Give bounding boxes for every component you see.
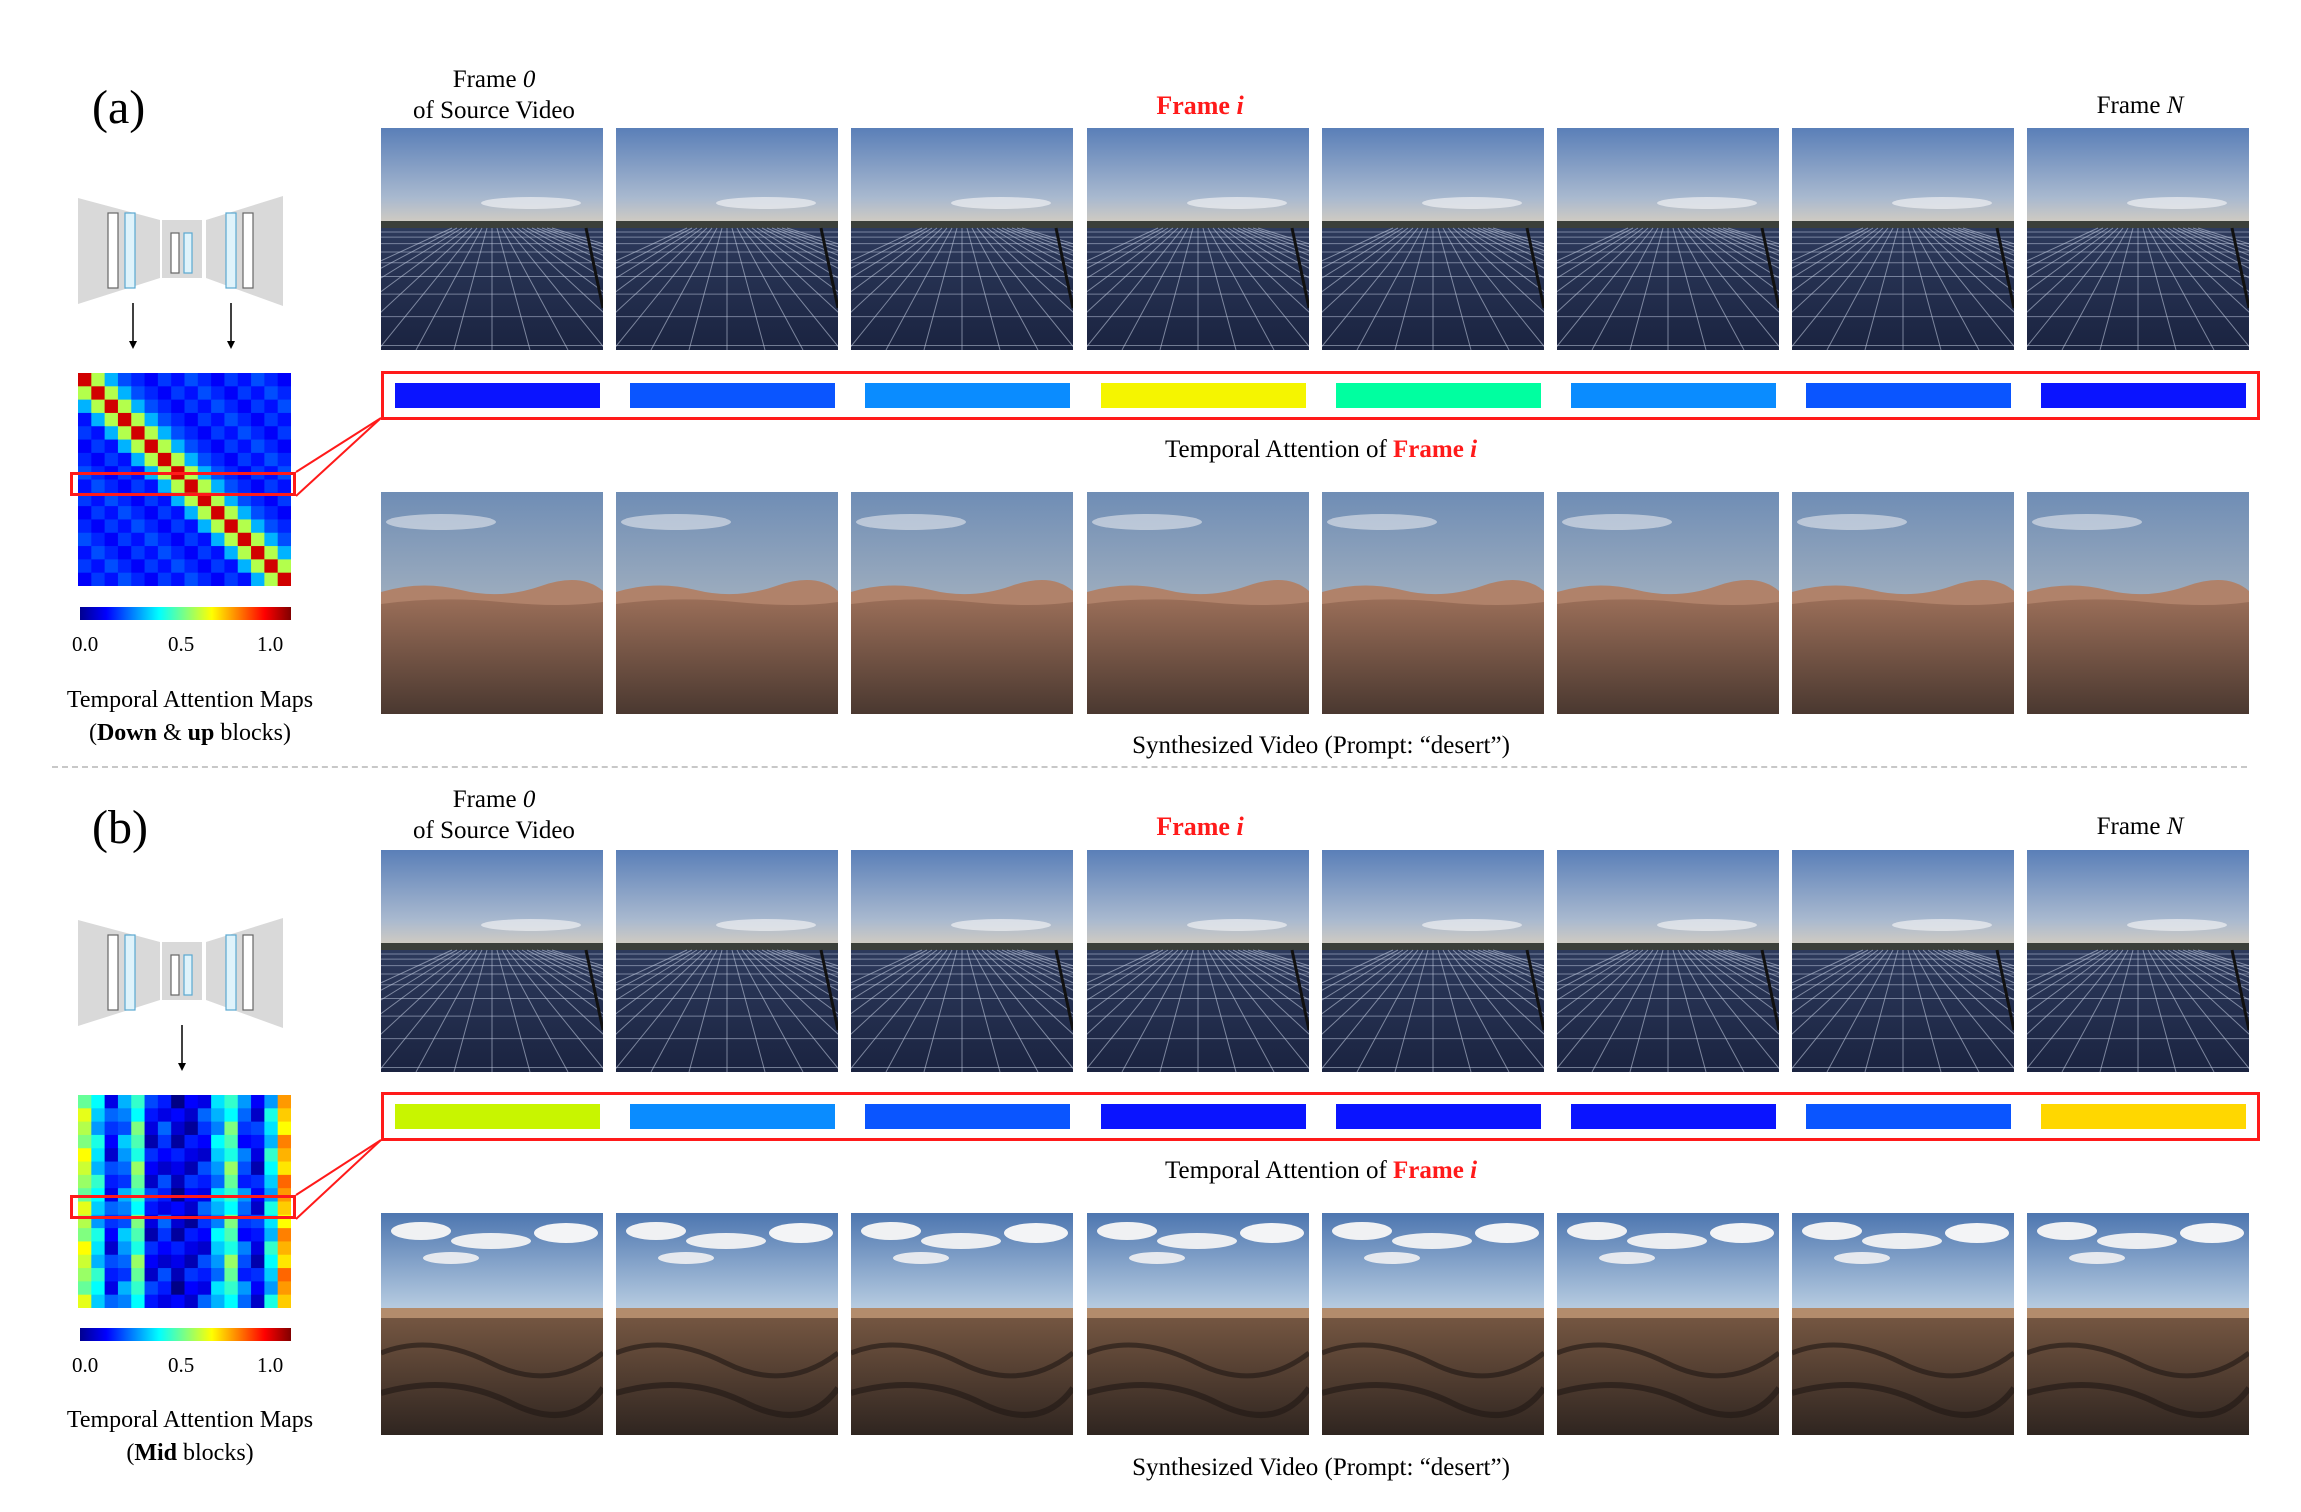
- panel-b-source-frame-3: [1086, 850, 1309, 1072]
- panel-a-synth-caption: Synthesized Video (Prompt: “desert”): [1132, 732, 1510, 759]
- panel-a-colorbar: [80, 607, 291, 620]
- panel-b-source-frame-2: [851, 850, 1074, 1072]
- panel-b-header-framei: Frame i: [1156, 812, 1244, 841]
- panel-b-source-frame-0: [381, 850, 603, 1072]
- panel-a-tick-1: 1.0: [257, 632, 284, 656]
- panel-a-tick-05: 0.5: [168, 632, 195, 656]
- panel-b-header-frameN: Frame N: [2096, 813, 2184, 840]
- panel-b-synth-frame-6: [1792, 1213, 2015, 1435]
- panel-a-header-framei: Frame i: [1156, 91, 1244, 120]
- panel-a-source-row: [381, 128, 2250, 350]
- panel-b-attention-bar-5: [1571, 1104, 1776, 1129]
- panel-b-attention-bar-1: [630, 1104, 836, 1129]
- panel-a-source-frame-0: [381, 128, 603, 350]
- panel-b-attention-bar-3: [1100, 1104, 1306, 1129]
- panel-b-synth-frame-1: [616, 1213, 839, 1435]
- panel-b-header-frame0: Frame 0 of Source Video: [413, 786, 575, 844]
- panel-b-synth-row: [381, 1213, 2250, 1435]
- panel-b-selected-row: [70, 1195, 296, 1219]
- panel-a-synth-frame-1: [616, 492, 839, 714]
- panel-b-source-row: [381, 850, 2250, 1072]
- panel-a-synth-frame-6: [1792, 492, 2015, 714]
- panel-b-attention-caption: Temporal Attention of Frame i: [1164, 1157, 1478, 1184]
- panel-a-attention-bar-1: [630, 383, 836, 408]
- panel-b-unet-diagram: [78, 918, 283, 1071]
- frame0-word: Frame: [452, 66, 523, 93]
- panel-a-synth-frame-3: [1086, 492, 1309, 714]
- panel-a-attention-bar-4: [1335, 383, 1541, 408]
- panel-a-header-frameN: Frame N: [2096, 92, 2184, 119]
- panel-b-source-frame-6: [1792, 850, 2015, 1072]
- panel-a-attention-bar-2: [865, 383, 1071, 408]
- panel-divider: [52, 766, 2247, 768]
- panel-b-attention-bar-4: [1335, 1104, 1541, 1129]
- panel-b-attention-bar-2: [865, 1104, 1071, 1129]
- panel-a-synth-frame-0: [381, 492, 603, 714]
- panel-b-colorbar: [80, 1328, 291, 1341]
- panel-a-source-frame-1: [616, 128, 839, 350]
- panel-b-synth-frame-0: [381, 1213, 603, 1435]
- panel-a-attention-strip: [381, 371, 2260, 420]
- panel-b-synth-frame-5: [1557, 1213, 1779, 1435]
- panel-a-source-frame-4: [1321, 128, 1544, 350]
- panel-b-attention-bar-7: [2041, 1104, 2247, 1129]
- panel-b-label: (b): [92, 801, 148, 854]
- panel-b-synth-frame-3: [1086, 1213, 1309, 1435]
- panel-b-attention-bar-6: [1806, 1104, 2012, 1129]
- panel-a-tick-0: 0.0: [72, 632, 99, 656]
- panel-a-header-frame0: Frame 0 of Source Video: [380, 64, 608, 126]
- panel-b-synth-caption: Synthesized Video (Prompt: “desert”): [1132, 1454, 1510, 1481]
- panel-a-attention-bars: [381, 383, 2260, 408]
- panel-b-synth-frame-2: [851, 1213, 1074, 1435]
- panel-a-source-frame-7: [2027, 128, 2250, 350]
- panel-b-tick-0: 0.0: [72, 1353, 99, 1377]
- panel-a-synth-row: [381, 492, 2250, 714]
- panel-b-attention-strip: [381, 1092, 2260, 1141]
- panel-a-label: (a): [92, 81, 146, 134]
- panel-a-map-caption: Temporal Attention Maps (Down & up block…: [66, 687, 314, 746]
- frame0-subtitle: of Source Video: [413, 97, 575, 124]
- panel-b-attention-bars: [381, 1104, 2260, 1129]
- panel-a-unet-diagram: [78, 196, 283, 349]
- panel-b-source-frame-1: [616, 850, 839, 1072]
- panel-b-source-frame-7: [2027, 850, 2250, 1072]
- panel-a-synth-frame-5: [1557, 492, 1779, 714]
- panel-b-attention-bar-0: [395, 1104, 600, 1129]
- panel-a-source-frame-3: [1086, 128, 1309, 350]
- panel-a-attention-caption: Temporal Attention of Frame i: [1164, 436, 1478, 463]
- panel-a-synth-frame-4: [1321, 492, 1544, 714]
- panel-a-attention-bar-5: [1571, 383, 1776, 408]
- panel-a-selected-row: [70, 472, 296, 496]
- panel-b-tick-05: 0.5: [168, 1353, 195, 1377]
- panel-a-attention-bar-0: [395, 383, 600, 408]
- panel-b-source-frame-5: [1557, 850, 1779, 1072]
- panel-a-attention-map: [78, 373, 291, 586]
- panel-a-attention-bar-7: [2041, 383, 2247, 408]
- panel-a-source-frame-6: [1792, 128, 2015, 350]
- panel-b-synth-frame-4: [1321, 1213, 1544, 1435]
- panel-a-synth-frame-2: [851, 492, 1074, 714]
- panel-a-source-frame-2: [851, 128, 1074, 350]
- panel-a-attention-bar-3: [1100, 383, 1306, 408]
- panel-b-source-frame-4: [1321, 850, 1544, 1072]
- panel-a-synth-frame-7: [2027, 492, 2250, 714]
- panel-b-synth-frame-7: [2027, 1213, 2250, 1435]
- panel-b-tick-1: 1.0: [257, 1353, 284, 1377]
- panel-a-source-frame-5: [1557, 128, 1779, 350]
- panel-b-map-caption: Temporal Attention Maps (Mid blocks): [66, 1407, 314, 1466]
- frame0-number: 0: [522, 66, 536, 93]
- panel-a-attention-bar-6: [1806, 383, 2012, 408]
